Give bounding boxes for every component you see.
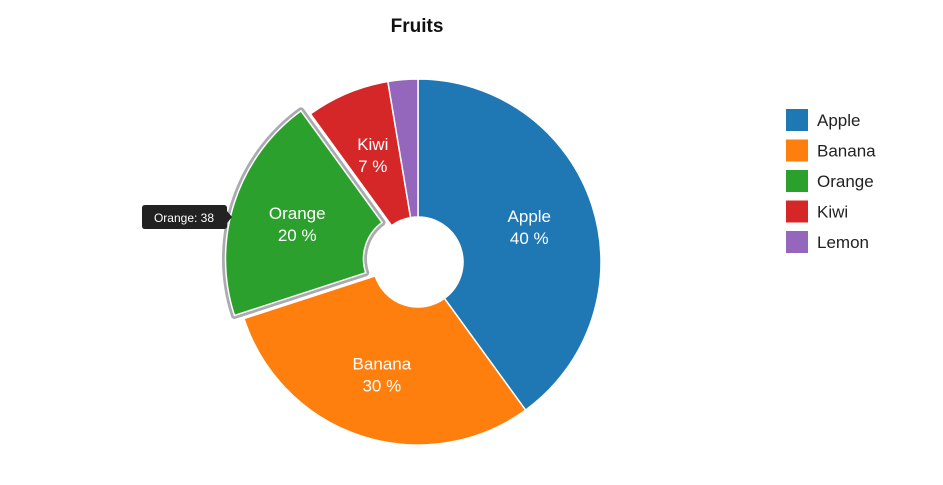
slice-labels: Apple 40 % Banana 30 % Orange 20 % Kiwi 7 %: [269, 135, 551, 395]
slice-label-kiwi: Kiwi: [357, 135, 388, 154]
tooltip: Orange: 38: [142, 205, 232, 229]
slice-orange[interactable]: [224, 109, 384, 317]
legend-label-kiwi[interactable]: Kiwi: [817, 203, 848, 222]
legend-label-orange[interactable]: Orange: [817, 172, 874, 191]
slice-label-banana: Banana: [353, 354, 412, 373]
chart-title: Fruits: [391, 16, 444, 37]
legend-swatch-apple[interactable]: [786, 109, 808, 131]
slice-lemon[interactable]: [387, 78, 419, 219]
legend-swatch-banana[interactable]: [786, 139, 808, 162]
legend-label-banana[interactable]: Banana: [817, 142, 876, 161]
slice-banana[interactable]: [243, 274, 527, 446]
slice-percent-banana: 30 %: [362, 376, 401, 395]
legend: Apple Banana Orange Kiwi Lemon: [786, 109, 876, 253]
slice-percent-apple: 40 %: [510, 229, 549, 248]
slice-label-orange: Orange: [269, 204, 326, 223]
slice-apple[interactable]: [417, 78, 602, 412]
legend-label-apple[interactable]: Apple: [817, 111, 860, 130]
slice-percent-orange: 20 %: [278, 226, 317, 245]
pie-slices: [222, 78, 602, 446]
slice-label-apple: Apple: [508, 207, 551, 226]
slice-percent-kiwi: 7 %: [358, 157, 387, 176]
legend-swatch-lemon[interactable]: [786, 231, 808, 253]
legend-swatch-kiwi[interactable]: [786, 200, 808, 223]
tooltip-box: [142, 205, 232, 229]
legend-label-lemon[interactable]: Lemon: [817, 233, 869, 252]
legend-swatch-orange[interactable]: [786, 170, 808, 192]
tooltip-text: Orange: 38: [154, 211, 214, 225]
